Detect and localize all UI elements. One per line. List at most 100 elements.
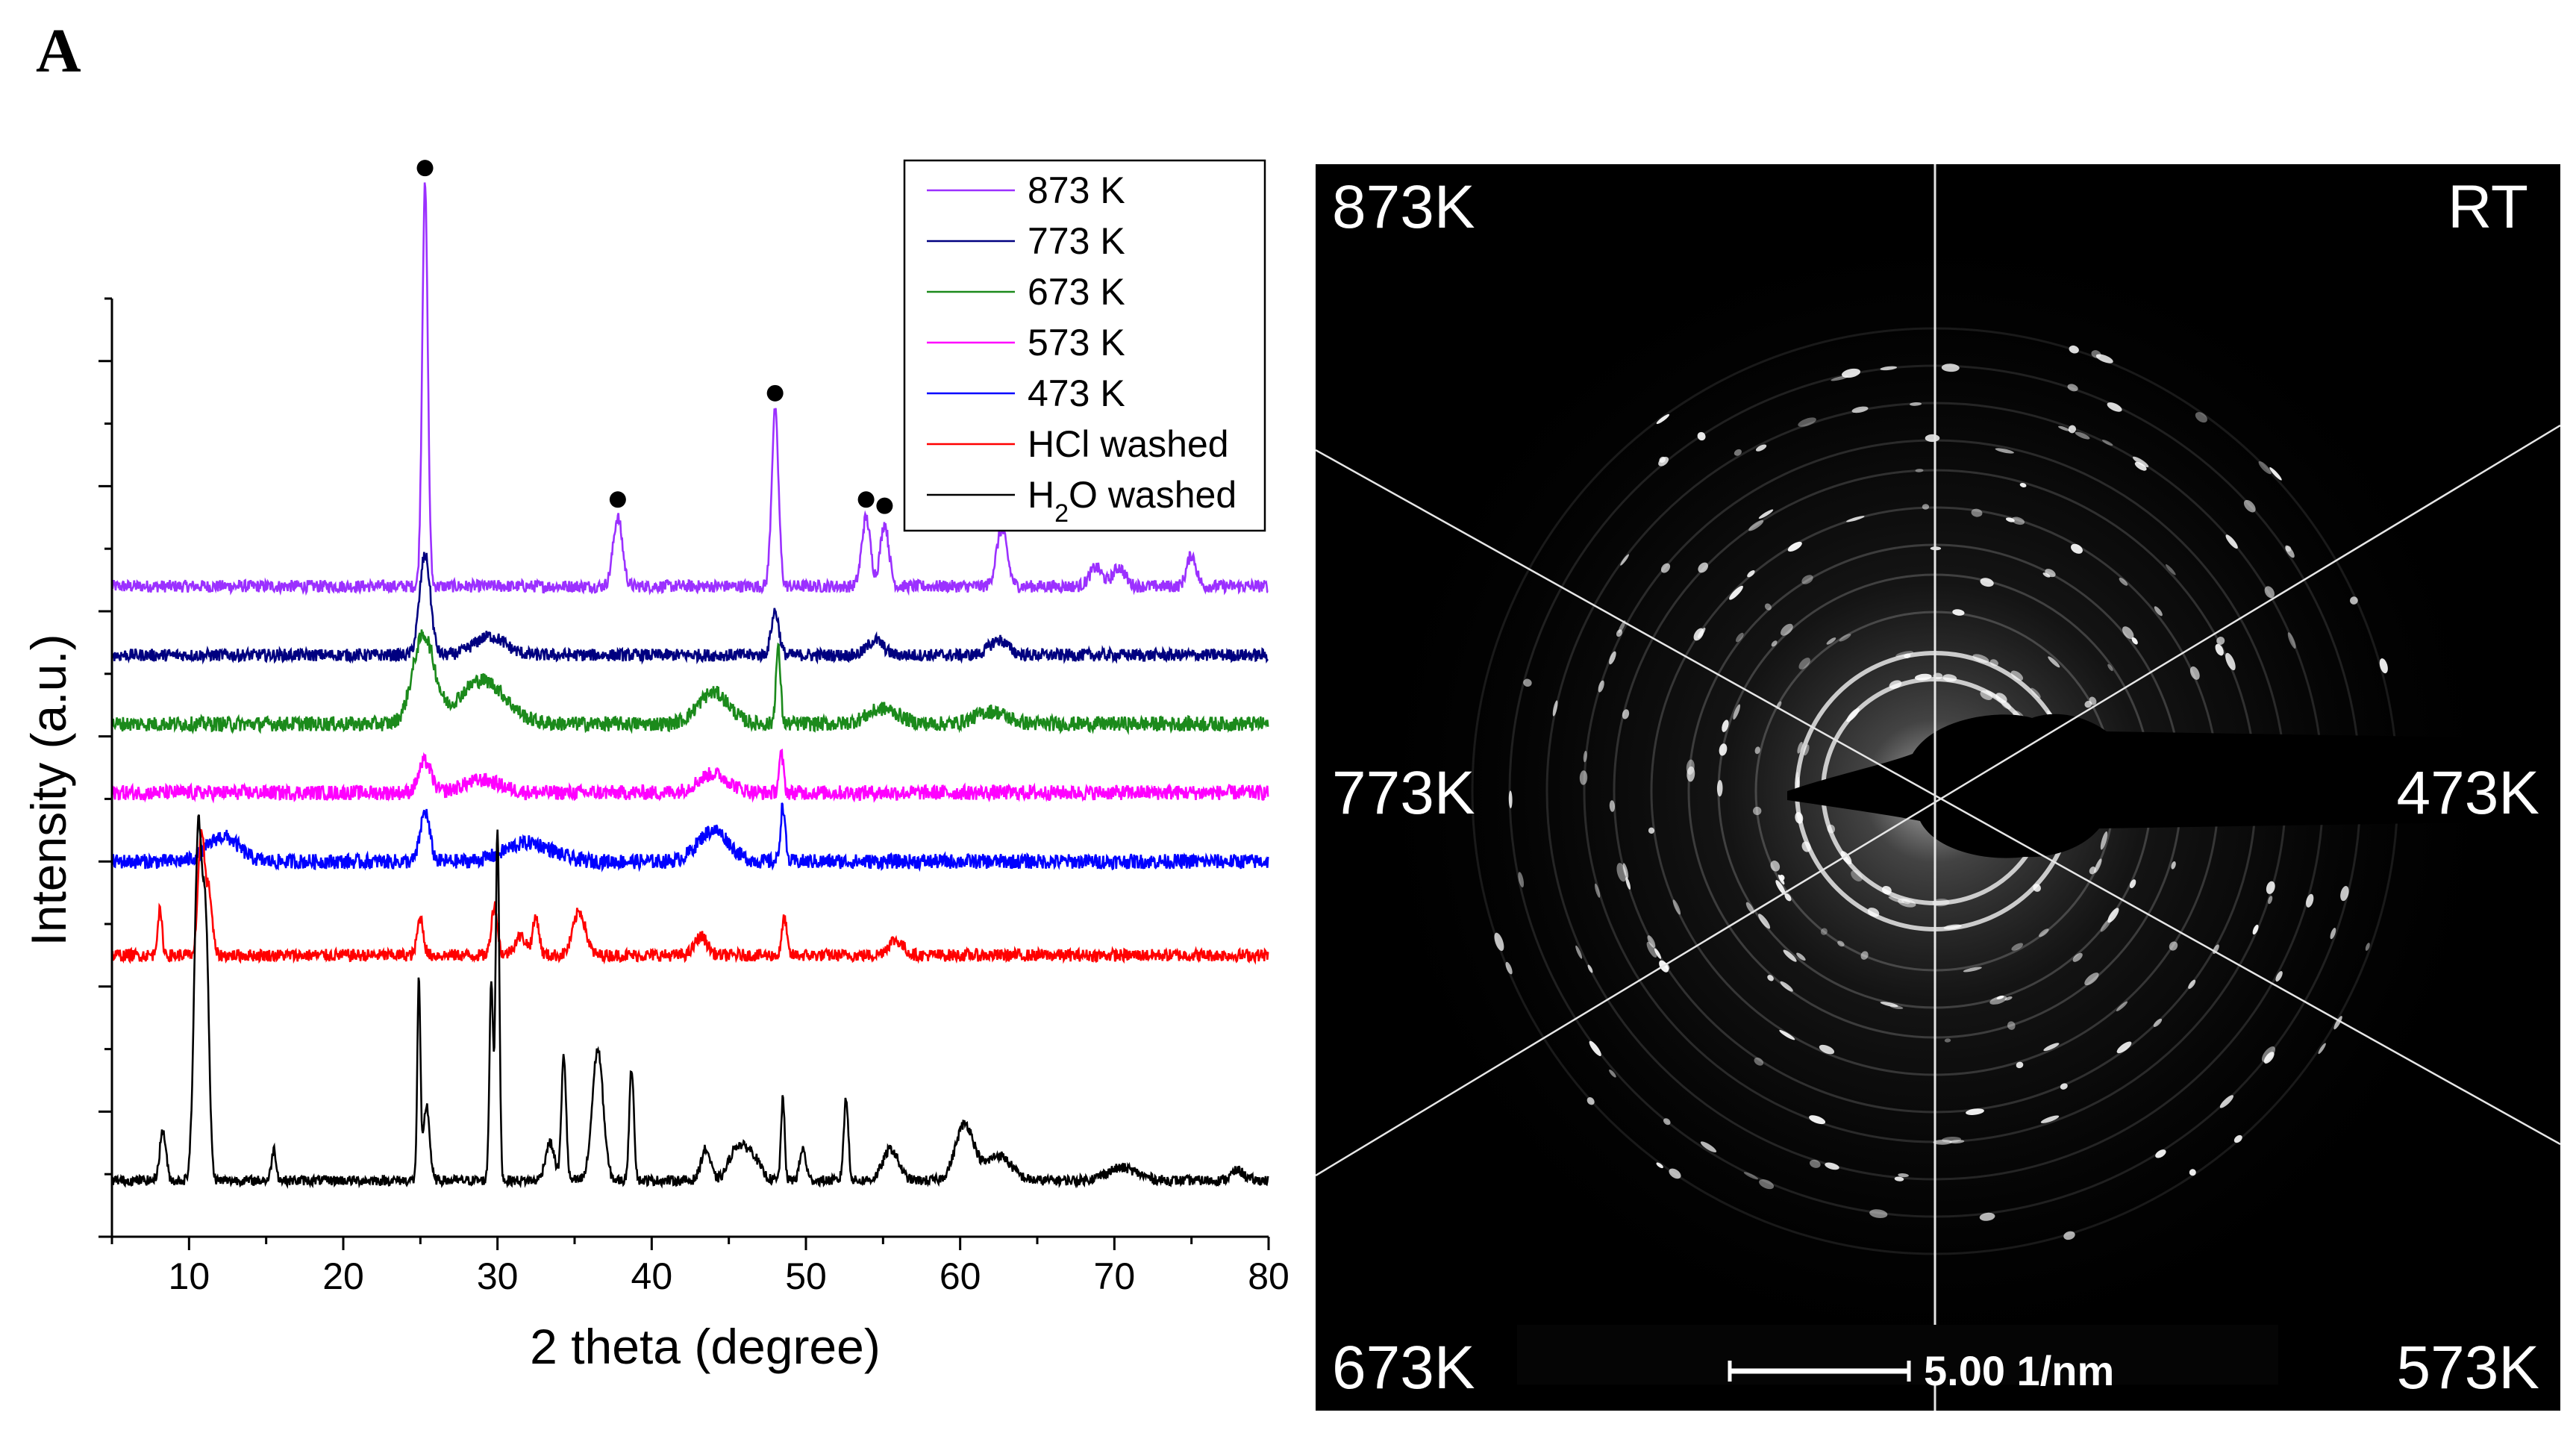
diffraction-spot <box>1552 700 1558 717</box>
diffraction-spot <box>1809 1115 1826 1125</box>
diffraction-spot <box>2340 886 2349 902</box>
diffraction-spot <box>1780 981 1793 992</box>
diffraction-spot <box>1745 902 1754 914</box>
diffraction-spot <box>2153 1018 2163 1027</box>
diffraction-spot <box>1827 824 1836 834</box>
legend-label: 573 K <box>1028 322 1125 363</box>
label-573k: 573K <box>2396 1334 2539 1402</box>
diffraction-spot <box>2100 831 2108 850</box>
diffraction-image: 873K RT 773K 473K 673K 573K 5.00 1/nm <box>1316 164 2560 1411</box>
diffraction-spot <box>1914 673 1932 681</box>
diffraction-spot <box>2188 979 2196 989</box>
series-line-3 <box>110 748 1269 804</box>
diffraction-spot <box>1867 908 1880 917</box>
diffraction-spot <box>1801 841 1811 852</box>
label-873k: 873K <box>1332 173 1475 241</box>
x-tick-label: 80 <box>1248 1255 1289 1297</box>
x-axis-label: 2 theta (degree) <box>530 1319 881 1374</box>
diffraction-spot <box>2039 928 2049 937</box>
diffraction-spot <box>1963 967 1982 973</box>
peak-marker <box>766 384 784 402</box>
diffraction-spot <box>1609 800 1616 812</box>
diffraction-spot <box>1616 629 1623 637</box>
diffraction-spot <box>1979 1212 1995 1221</box>
diffraction-spot <box>2233 1134 2242 1143</box>
diffraction-spot <box>1659 456 1666 463</box>
diffraction-spot <box>1660 563 1671 573</box>
diffraction-spot <box>2043 1043 2060 1052</box>
diffraction-spot <box>1622 709 1630 720</box>
series-line-4 <box>110 802 1269 873</box>
diffraction-spot <box>1880 366 1898 371</box>
diffraction-spot <box>1618 620 1626 634</box>
diffraction-spot <box>1586 1097 1595 1105</box>
scale-bar-label: 5.00 1/nm <box>1924 1347 2114 1394</box>
diffraction-spot <box>1841 368 1861 378</box>
diffraction-spot <box>2306 893 2314 908</box>
diffraction-spot <box>1523 678 1532 687</box>
diffraction-spot <box>1941 363 1960 372</box>
diffraction-spot <box>1755 444 1767 452</box>
diffraction-spot <box>2011 516 2025 525</box>
diffraction-spot <box>1587 964 1593 973</box>
legend-label: 873 K <box>1028 169 1125 211</box>
diffraction-spot <box>2019 483 2027 487</box>
diffraction-spot <box>1753 806 1762 816</box>
diffraction-spot <box>2195 412 2207 423</box>
diffraction-spot <box>2107 402 2122 412</box>
diffraction-spot <box>1952 609 1965 616</box>
diffraction-spot <box>1846 516 1865 522</box>
diffraction-spot <box>1620 554 1629 566</box>
label-rt: RT <box>2448 173 2528 241</box>
diffraction-spot <box>1575 945 1583 959</box>
diffraction-spot <box>2379 658 2388 674</box>
diffraction-spot <box>1698 562 1709 573</box>
diffraction-spot <box>1803 744 1810 756</box>
diffraction-spot <box>1898 1173 1909 1178</box>
x-tick-label: 20 <box>322 1255 364 1297</box>
diffraction-spot <box>1784 893 1792 902</box>
diffraction-spot <box>1795 811 1804 824</box>
diffraction-spot <box>2225 534 2238 549</box>
series-line-6 <box>111 814 1269 1190</box>
diffraction-spot <box>1980 690 1993 700</box>
legend-box <box>903 159 1266 532</box>
diffraction-spot <box>1943 924 1962 930</box>
diffraction-spot <box>1771 640 1778 647</box>
legend-label: 773 K <box>1028 220 1125 262</box>
diffraction-spot <box>1505 961 1513 975</box>
diffraction-spot <box>1966 1108 1984 1115</box>
diffraction-spot <box>1801 575 1813 584</box>
diffraction-spot <box>1733 704 1741 720</box>
diffraction-spot <box>2189 666 2200 680</box>
peak-marker <box>857 491 875 508</box>
diffraction-spot <box>1734 449 1742 456</box>
diffraction-spot <box>1748 519 1764 531</box>
x-tick-label: 10 <box>169 1255 210 1297</box>
legend-label: H2O washed <box>1028 474 1237 528</box>
diffraction-spot <box>1980 578 1994 587</box>
diffraction-spot <box>1797 741 1803 754</box>
label-673k: 673K <box>1332 1334 1475 1402</box>
diffraction-spot <box>2350 596 2358 605</box>
diffraction-spot <box>2060 1083 2068 1090</box>
diffraction-spot <box>1996 995 2004 999</box>
diffraction-spot <box>1989 659 1998 667</box>
diffraction-spot <box>1809 1159 1821 1168</box>
diffraction-spot <box>1722 720 1729 732</box>
diffraction-spot <box>1995 693 2007 703</box>
diffraction-spot <box>1654 948 1662 959</box>
diffraction-spot <box>2007 1021 2016 1030</box>
diffraction-spot <box>1881 885 1892 895</box>
diffraction-spot <box>1819 1044 1835 1055</box>
diffraction-spot <box>1598 680 1604 693</box>
diffraction-spot <box>1942 674 1957 682</box>
diffraction-spot <box>2264 586 2275 599</box>
diffraction-spot <box>1860 951 1869 960</box>
diffraction-spot <box>2134 461 2147 471</box>
diffraction-spot <box>2068 425 2077 434</box>
diffraction-spot <box>1971 508 1983 517</box>
diffraction-spot <box>2122 626 2134 640</box>
diffraction-spot <box>1669 1168 1681 1179</box>
diffraction-spot <box>2269 467 2282 481</box>
